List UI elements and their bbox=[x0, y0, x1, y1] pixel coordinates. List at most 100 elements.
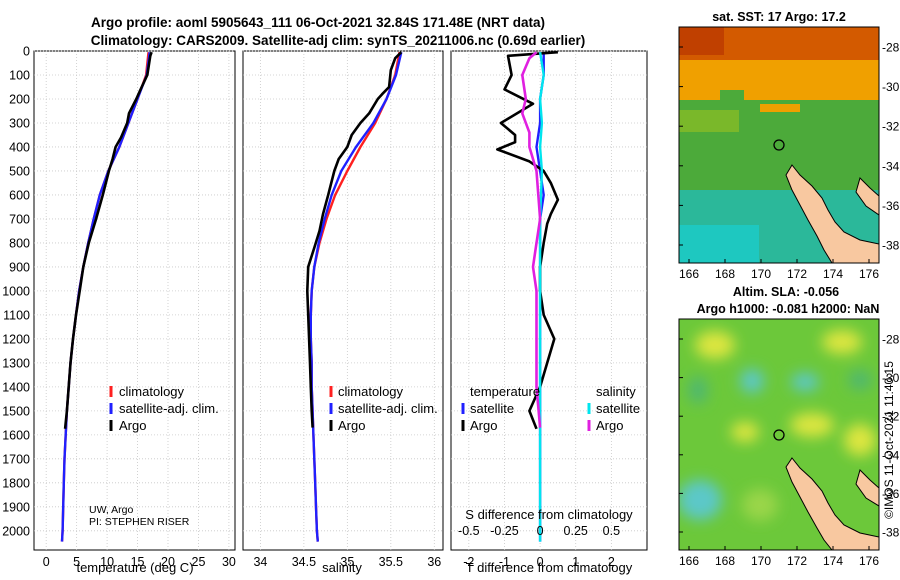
map-lat-label: -32 bbox=[882, 120, 900, 134]
map-lat-label: -32 bbox=[882, 410, 900, 424]
map-lat-label: -38 bbox=[882, 526, 900, 540]
depth-tick-label: 1000 bbox=[2, 284, 30, 298]
legend-label-satellite-adj: satellite-adj. clim. bbox=[338, 401, 438, 416]
legend-label-t-argo: Argo bbox=[470, 418, 497, 433]
legend-label-argo: Argo bbox=[119, 418, 146, 433]
salinity-legend: climatology satellite-adj. clim. Argo bbox=[329, 384, 438, 433]
map-lon-label: 172 bbox=[787, 554, 807, 568]
footer-copyright: ©IMOS 11-Oct-2021 11:40:15 bbox=[882, 361, 896, 519]
title-line-2: Climatology: CARS2009. Satellite-adj cli… bbox=[91, 33, 585, 48]
depth-tick-label: 2000 bbox=[2, 524, 30, 538]
title-line-1: Argo profile: aoml 5905643_111 06-Oct-20… bbox=[91, 15, 545, 30]
tick-labels: 0100200300400500600700800900100011001200… bbox=[2, 45, 620, 570]
sla-land-east-cape bbox=[855, 469, 879, 507]
sst-land-east-cape bbox=[855, 177, 879, 216]
map-lon-label: 166 bbox=[679, 267, 699, 281]
sst-orange-patch bbox=[760, 104, 800, 112]
map-lon-label: 170 bbox=[751, 267, 771, 281]
x-tick-label: 35.5 bbox=[379, 555, 403, 569]
x-tick-label: 20 bbox=[161, 555, 175, 569]
sst-olive-patch bbox=[679, 110, 739, 132]
depth-tick-label: 700 bbox=[9, 212, 30, 226]
legend-title-salinity: salinity bbox=[596, 384, 636, 399]
depth-tick-label: 1800 bbox=[2, 476, 30, 490]
sla-map bbox=[679, 319, 879, 550]
series-line-salinity-argo bbox=[520, 51, 542, 428]
series-line-argo bbox=[305, 51, 403, 428]
difference-series bbox=[495, 51, 560, 542]
map-lat-label: -30 bbox=[882, 371, 900, 385]
x-tick-label: 2 bbox=[608, 555, 615, 569]
salinity-axes bbox=[242, 50, 444, 551]
s-tick-label: 0.5 bbox=[603, 524, 620, 538]
x-tick-label: 5 bbox=[73, 555, 80, 569]
x-tick-label: 30 bbox=[222, 555, 236, 569]
temperature-xlabel: temperature (deg C) bbox=[76, 560, 193, 575]
legend-title-temperature: temperature bbox=[470, 384, 540, 399]
series-line-salinity-satellite bbox=[538, 52, 545, 542]
depth-tick-label: 1400 bbox=[2, 380, 30, 394]
sla-blobs bbox=[679, 330, 876, 521]
x-tick-label: 36 bbox=[427, 555, 441, 569]
sla-map-frame bbox=[678, 318, 880, 551]
sst-warm-band bbox=[679, 60, 879, 100]
map-lon-label: 176 bbox=[859, 267, 879, 281]
x-tick-label: 15 bbox=[131, 555, 145, 569]
x-tick-label: 35 bbox=[340, 555, 354, 569]
sst-green-patch bbox=[720, 90, 744, 100]
x-tick-label: 0 bbox=[537, 555, 544, 569]
sst-map-frame bbox=[678, 26, 880, 264]
x-tick-label: 10 bbox=[100, 555, 114, 569]
x-tick-label: 34.5 bbox=[292, 555, 316, 569]
series-line-argo bbox=[63, 51, 153, 429]
map-lat-label: -36 bbox=[882, 487, 900, 501]
sst-land-north-island bbox=[785, 164, 879, 263]
credit-line-1: UW, Argo bbox=[89, 504, 134, 516]
sst-map bbox=[679, 27, 879, 263]
difference-xlabel: T difference from climatology bbox=[466, 560, 633, 575]
legend-label-t-satellite: satellite bbox=[470, 401, 514, 416]
x-tick-label: 1 bbox=[572, 555, 579, 569]
legend-label-climatology: climatology bbox=[119, 384, 185, 399]
s-tick-label: -0.5 bbox=[458, 524, 480, 538]
depth-tick-label: 300 bbox=[9, 116, 30, 130]
depth-tick-label: 1200 bbox=[2, 332, 30, 346]
difference-axes bbox=[450, 50, 648, 551]
map-lat-label: -36 bbox=[882, 199, 900, 213]
x-tick-label: 0 bbox=[43, 555, 50, 569]
depth-tick-label: 1100 bbox=[3, 308, 30, 322]
series-line-temperature-argo bbox=[495, 51, 560, 430]
salinity-series bbox=[305, 51, 403, 542]
legend-label-s-argo: Argo bbox=[596, 418, 623, 433]
legend-label-satellite-adj: satellite-adj. clim. bbox=[119, 401, 219, 416]
map-lat-label: -34 bbox=[882, 159, 900, 173]
depth-tick-label: 500 bbox=[9, 164, 30, 178]
sla-map-title-1: Altim. SLA: -0.056 bbox=[733, 285, 839, 299]
sst-cyan-patch bbox=[679, 225, 759, 263]
temperature-axes bbox=[33, 50, 236, 551]
credit-line-2: PI: STEPHEN RISER bbox=[89, 516, 190, 528]
sla-argo-marker bbox=[773, 429, 785, 441]
depth-tick-label: 1600 bbox=[2, 428, 30, 442]
map-lon-label: 174 bbox=[823, 554, 843, 568]
temperature-series bbox=[60, 51, 153, 542]
map-lon-label: 174 bbox=[823, 267, 843, 281]
map-lon-label: 170 bbox=[751, 554, 771, 568]
s-difference-label: S difference from climatology bbox=[465, 507, 633, 522]
map-lat-label: -30 bbox=[882, 80, 900, 94]
legend-label-climatology: climatology bbox=[338, 384, 404, 399]
map-lon-label: 166 bbox=[679, 554, 699, 568]
sst-map-ticks: 166 168 170 172 174 176 -28 -30 -32 -34 -36 -38 bbox=[679, 41, 900, 282]
x-tick-label: -2 bbox=[463, 555, 474, 569]
map-lon-label: 168 bbox=[715, 554, 735, 568]
depth-tick-label: 200 bbox=[9, 92, 30, 106]
sst-hot-corner bbox=[679, 27, 724, 55]
depth-tick-label: 1900 bbox=[2, 500, 30, 514]
depth-tick-label: 800 bbox=[9, 236, 30, 250]
map-lat-label: -38 bbox=[882, 239, 900, 253]
map-lon-label: 176 bbox=[859, 554, 879, 568]
sla-map-title-2: Argo h1000: -0.081 h2000: NaN bbox=[697, 302, 880, 316]
depth-tick-label: 0 bbox=[23, 45, 30, 59]
s-tick-label: -0.25 bbox=[490, 524, 519, 538]
